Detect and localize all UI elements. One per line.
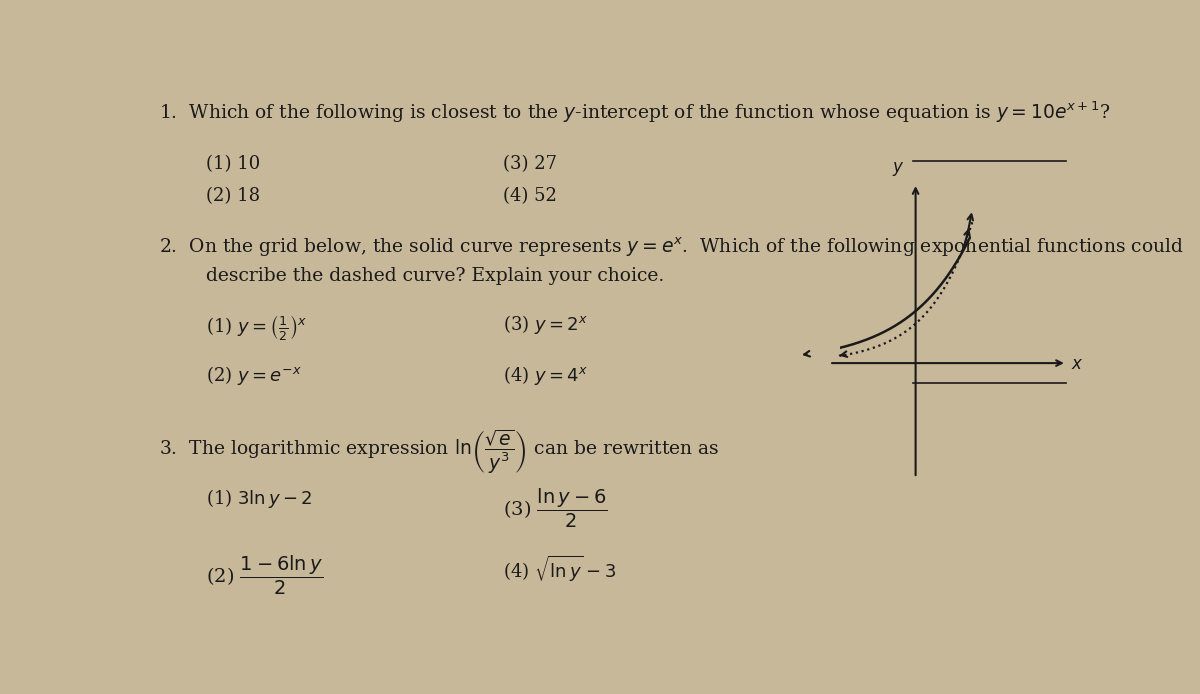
Text: (2) $\dfrac{1 - 6\ln y}{2}$: (2) $\dfrac{1 - 6\ln y}{2}$ [206, 554, 323, 597]
Text: (1) 10: (1) 10 [206, 155, 260, 174]
Text: 1.  Which of the following is closest to the $y$-intercept of the function whose: 1. Which of the following is closest to … [160, 99, 1111, 125]
Text: $x$: $x$ [1072, 355, 1084, 373]
Text: 3.  The logarithmic expression $\ln\!\left(\dfrac{\sqrt{e}}{y^3}\right)$ can be : 3. The logarithmic expression $\ln\!\lef… [160, 428, 720, 477]
Text: (3) $y = 2^x$: (3) $y = 2^x$ [504, 313, 588, 336]
Text: (1) $3\ln y - 2$: (1) $3\ln y - 2$ [206, 486, 312, 509]
Text: (4) $y = 4^x$: (4) $y = 4^x$ [504, 364, 588, 387]
Text: (4) $\sqrt{\ln y} - 3$: (4) $\sqrt{\ln y} - 3$ [504, 554, 617, 584]
Text: 2.  On the grid below, the solid curve represents $y = e^x$.  Which of the follo: 2. On the grid below, the solid curve re… [160, 235, 1184, 259]
Text: (3) $\dfrac{\ln y - 6}{2}$: (3) $\dfrac{\ln y - 6}{2}$ [504, 486, 608, 530]
Text: (2) 18: (2) 18 [206, 187, 260, 205]
Text: $y$: $y$ [892, 160, 905, 178]
Text: (3) 27: (3) 27 [504, 155, 557, 174]
Text: describe the dashed curve? Explain your choice.: describe the dashed curve? Explain your … [206, 266, 664, 285]
Text: (1) $y = \left(\frac{1}{2}\right)^x$: (1) $y = \left(\frac{1}{2}\right)^x$ [206, 313, 307, 342]
Text: (4) 52: (4) 52 [504, 187, 557, 205]
Text: (2) $y = e^{-x}$: (2) $y = e^{-x}$ [206, 364, 301, 387]
